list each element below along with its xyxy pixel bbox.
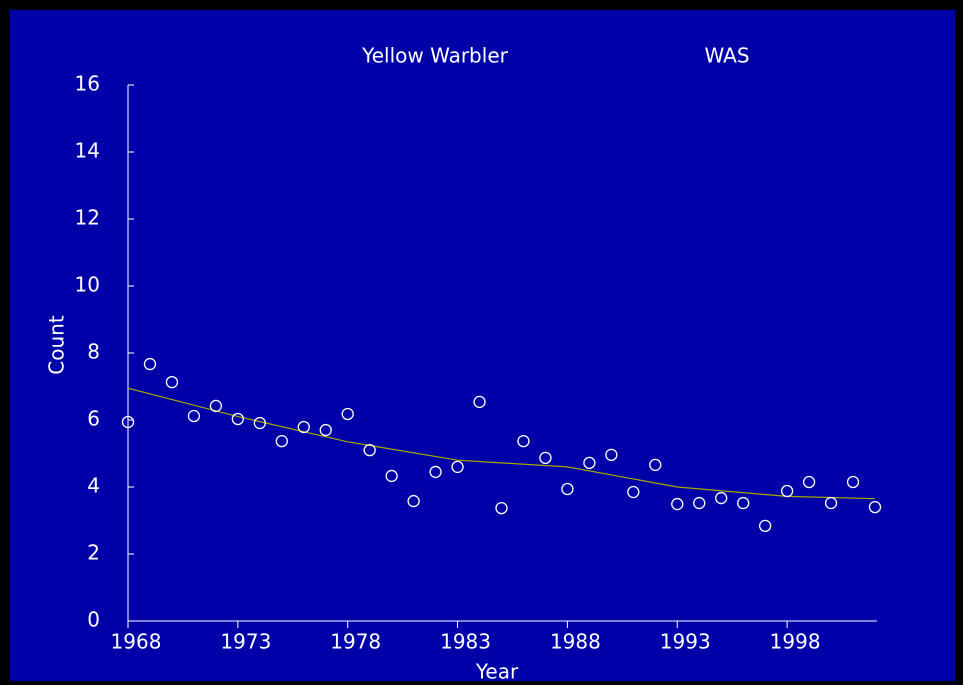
data-point [121, 415, 135, 429]
data-point [715, 491, 728, 505]
data-point [868, 500, 882, 514]
y-tick-label: 2 [87, 541, 100, 565]
data-point [187, 409, 201, 423]
y-tick-label: 6 [87, 407, 100, 431]
data-point [517, 434, 530, 448]
plot-background [10, 10, 955, 681]
data-point [671, 497, 684, 511]
y-tick-label: 12 [75, 206, 100, 230]
data-point [539, 451, 552, 465]
data-point [209, 399, 223, 413]
trend-line [127, 387, 876, 500]
data-point [253, 416, 266, 430]
data-point [385, 469, 398, 483]
data-point [627, 485, 640, 499]
data-point [275, 434, 288, 448]
data-point [495, 501, 508, 515]
x-axis-label: Year [475, 660, 519, 684]
x-tick-label: 1983 [440, 630, 491, 654]
data-point [737, 496, 750, 510]
data-point [693, 496, 706, 510]
data-point [363, 443, 376, 457]
data-point [846, 475, 860, 489]
x-tick-label: 1998 [770, 630, 821, 654]
data-point [407, 494, 420, 508]
data-point [780, 484, 794, 498]
y-tick-label: 8 [87, 340, 100, 364]
data-point [824, 496, 838, 510]
chart-title: Yellow Warbler [361, 44, 508, 68]
y-tick-label: 14 [75, 139, 100, 163]
y-axis-label: Count [45, 315, 69, 375]
data-point [583, 456, 596, 470]
data-point [451, 460, 464, 474]
y-tick-label: 10 [75, 273, 100, 297]
x-tick-label: 1973 [220, 630, 271, 654]
data-point [165, 375, 179, 389]
data-point [319, 423, 332, 437]
x-tick-label: 1978 [330, 630, 381, 654]
data-point [473, 395, 486, 409]
data-point [341, 407, 354, 421]
x-tick-label: 1993 [660, 630, 711, 654]
data-point [231, 412, 245, 426]
data-point [561, 482, 574, 496]
y-tick-label: 16 [75, 72, 100, 96]
y-tick-label: 4 [87, 474, 100, 498]
x-tick-label: 1968 [111, 630, 162, 654]
data-point [605, 448, 618, 461]
data-point [429, 465, 442, 479]
data-point [297, 420, 310, 434]
data-point [758, 519, 772, 533]
data-point [802, 475, 816, 489]
data-point [143, 357, 157, 371]
y-tick-label: 0 [87, 608, 100, 632]
chart-subtitle: WAS [704, 44, 749, 68]
x-tick-label: 1988 [550, 630, 601, 654]
data-point [649, 458, 662, 472]
